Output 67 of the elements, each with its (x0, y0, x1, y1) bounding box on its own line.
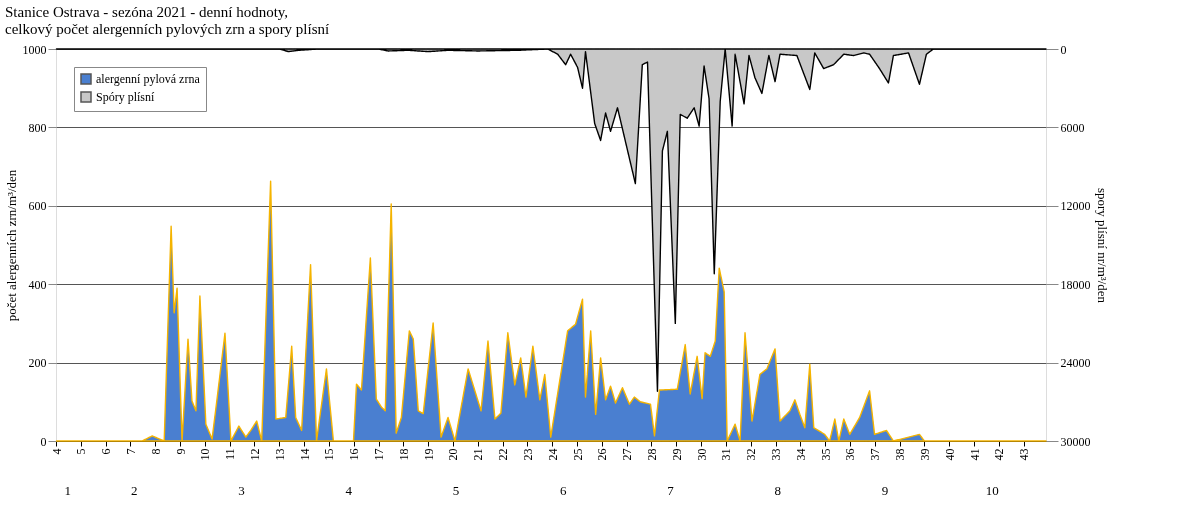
x-tick-label: 27 (620, 448, 635, 461)
x-tick-label: 35 (818, 448, 833, 461)
x-tick-label: 42 (992, 448, 1007, 461)
x-tick-label: 26 (595, 448, 610, 461)
x-tick-label: 38 (893, 448, 908, 461)
x-tick-label: 5 (74, 448, 89, 455)
chart-title: Stanice Ostrava - sezóna 2021 - denní hodnoty, celkový počet alergenních pylových zrn a spory plísní (5, 4, 330, 37)
x-tick-label: 18 (396, 448, 411, 461)
x-tick-label: 6 (99, 448, 114, 455)
x2-tick-label: 4 (345, 483, 353, 498)
x-tick-label: 25 (570, 448, 585, 461)
y-axis-title: počet alergenních zrn/m³/den (3, 169, 19, 322)
x-tick-label: 11 (223, 448, 238, 461)
x-tick-label: 15 (322, 448, 337, 461)
x2-tick-label: 5 (452, 483, 460, 498)
x-tick-label: 8 (148, 448, 163, 455)
x-tick-label: 39 (917, 448, 932, 461)
x-tick-label: 36 (843, 448, 858, 461)
x-tick-label: 10 (198, 448, 213, 461)
x-tick-label: 4 (49, 448, 64, 455)
x-tick-label: 17 (372, 448, 387, 461)
x-tick-label: 31 (719, 448, 734, 461)
x2-tick-label: 1 (64, 483, 72, 498)
y2-axis-title: spory plísní nr/m³/den (1094, 187, 1110, 304)
y2-tick-label: 24000 (1060, 356, 1091, 371)
y2-tick-label: 18000 (1060, 277, 1091, 292)
x-tick-label: 13 (272, 448, 287, 461)
x-tick-label: 24 (545, 448, 560, 461)
y-tick-label: 600 (28, 199, 47, 214)
x-tick-label: 29 (669, 448, 684, 461)
x-tick-label: 7 (123, 448, 138, 455)
x-tick-label: 22 (496, 448, 511, 461)
x2-tick-label: 8 (774, 483, 782, 498)
y-tick-label: 200 (28, 356, 47, 371)
x-tick-label: 14 (297, 448, 312, 461)
x-tick-label: 43 (1017, 448, 1032, 461)
x2-tick-label: 10 (985, 483, 999, 498)
x2-tick-label: 9 (881, 483, 889, 498)
y-tick-label: 1000 (22, 42, 47, 57)
x-tick-label: 20 (446, 448, 461, 461)
y2-tick-label: 6000 (1060, 120, 1085, 135)
y2-tick-label: 30000 (1060, 434, 1091, 449)
x2-tick-label: 6 (560, 483, 568, 498)
x2-tick-label: 2 (131, 483, 138, 498)
x2-tick-label: 3 (238, 483, 245, 498)
x-tick-label: 9 (173, 448, 188, 455)
x-tick-label: 21 (471, 448, 486, 461)
x-tick-label: 30 (694, 448, 709, 461)
y-tick-label: 800 (28, 120, 47, 135)
y-tick-label: 0 (40, 434, 47, 449)
y-tick-label: 400 (28, 277, 47, 292)
x-tick-label: 28 (644, 448, 659, 461)
x-tick-label: 16 (347, 448, 362, 461)
x-tick-label: 40 (942, 448, 957, 461)
x-tick-label: 33 (769, 448, 784, 461)
legend-label: Spóry plísní (96, 90, 156, 104)
x-tick-label: 12 (248, 448, 262, 461)
x2-tick-label: 7 (667, 483, 675, 498)
x-tick-label: 32 (744, 448, 759, 461)
x-tick-label: 34 (793, 448, 808, 461)
x-tick-label: 23 (520, 448, 535, 461)
x-tick-label: 37 (868, 448, 883, 461)
y2-tick-label: 0 (1060, 42, 1067, 57)
y2-tick-label: 12000 (1060, 199, 1091, 214)
x-tick-label: 41 (967, 448, 982, 461)
legend-label: alergenní pylová zrna (96, 72, 201, 86)
x-tick-label: 19 (421, 448, 436, 461)
